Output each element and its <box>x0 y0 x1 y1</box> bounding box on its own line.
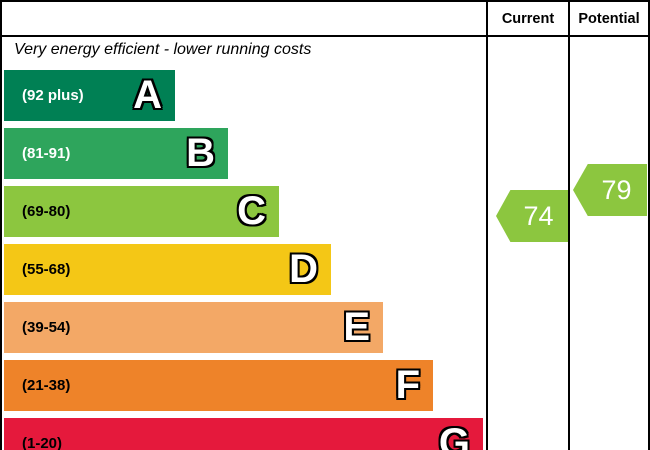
current-column-header: Current <box>501 11 555 27</box>
band-range-label: (92 plus) <box>22 87 84 104</box>
potential-rating-arrow: 79 <box>573 164 647 216</box>
band-range-label: (55-68) <box>22 261 71 278</box>
band-letter: B <box>186 131 215 175</box>
efficiency-caption: Very energy efficient - lower running co… <box>14 41 312 58</box>
band-row: (39-54) E <box>4 302 383 353</box>
band-letter: G <box>438 421 470 450</box>
band-letter: F <box>395 363 420 407</box>
band-range-label: (21-38) <box>22 377 71 394</box>
current-rating-arrow: 74 <box>496 190 568 242</box>
potential-column-header: Potential <box>578 11 640 27</box>
current-rating-value: 74 <box>523 200 554 231</box>
potential-column-divider <box>568 2 570 450</box>
band-range-label: (1-20) <box>22 435 63 450</box>
band-row: (92 plus) A <box>4 70 175 121</box>
potential-rating-value: 79 <box>601 174 632 205</box>
header-separator-line <box>2 35 648 37</box>
band-letter: C <box>237 189 266 233</box>
band-row: (69-80) C <box>4 186 279 237</box>
band-letter: E <box>343 305 370 349</box>
band-range-label: (39-54) <box>22 319 71 336</box>
band-range-label: (81-91) <box>22 145 71 162</box>
current-column-divider <box>486 2 488 450</box>
band-letter: A <box>133 73 162 117</box>
band-letter: D <box>289 247 318 291</box>
band-row: (81-91) B <box>4 128 228 179</box>
band-range-label: (69-80) <box>22 203 71 220</box>
band-row: (55-68) D <box>4 244 331 295</box>
band-row: (21-38) F <box>4 360 433 411</box>
band-row: (1-20) G <box>4 418 483 450</box>
